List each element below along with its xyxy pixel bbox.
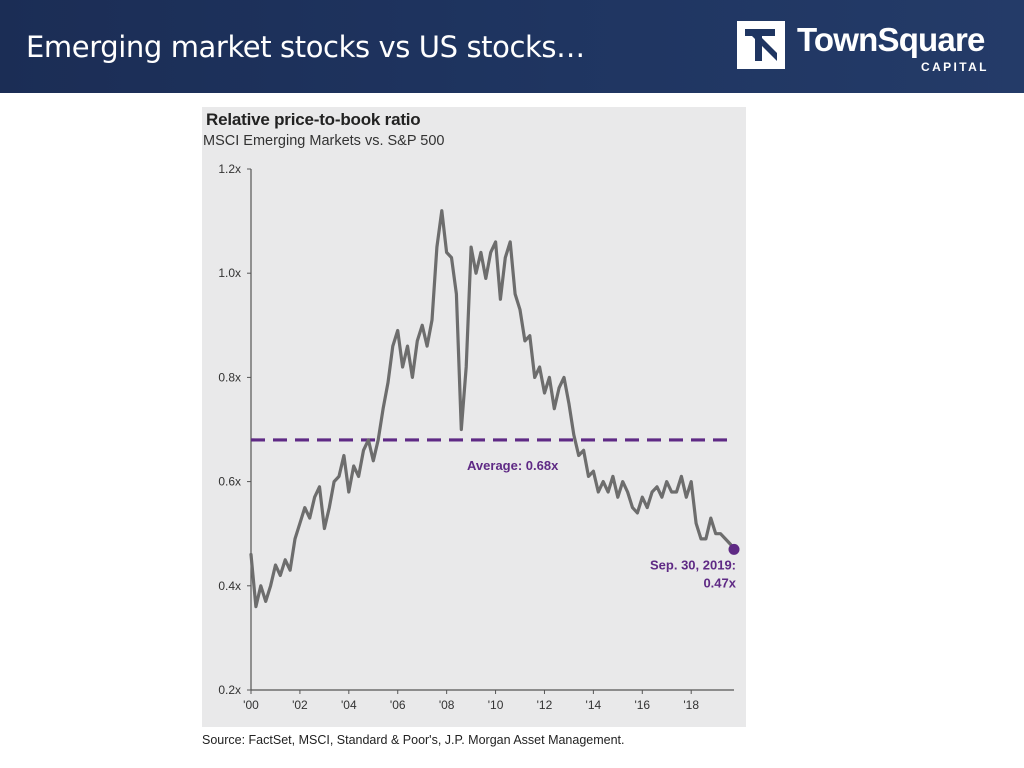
townsquare-logo: TownSquare CAPITAL bbox=[735, 19, 1005, 75]
x-tick-label: '18 bbox=[683, 698, 699, 712]
x-tick-label: '12 bbox=[537, 698, 553, 712]
x-tick-label: '04 bbox=[341, 698, 357, 712]
x-tick-label: '16 bbox=[634, 698, 650, 712]
x-tick-label: '08 bbox=[439, 698, 455, 712]
y-tick-label: 1.0x bbox=[218, 266, 241, 280]
price-to-book-chart: 0.2x 0.4x 0.6x 0.8x 1.0x 1.2x '00 '02 '04 '06 '08 '… bbox=[218, 162, 740, 712]
y-tick-label: 0.8x bbox=[218, 370, 241, 384]
x-tick-label: '10 bbox=[488, 698, 504, 712]
y-tick-label: 1.2x bbox=[218, 162, 241, 176]
endpoint-date-label: Sep. 30, 2019: bbox=[650, 557, 736, 572]
slide-header: Emerging market stocks vs US stocks… Tow… bbox=[0, 0, 1024, 93]
y-tick-label: 0.4x bbox=[218, 579, 241, 593]
average-label: Average: 0.68x bbox=[467, 458, 559, 473]
chart-title: Relative price-to-book ratio bbox=[206, 110, 421, 129]
x-tick-label: '14 bbox=[586, 698, 602, 712]
y-tick-label: 0.6x bbox=[218, 475, 241, 489]
logo-subtitle: CAPITAL bbox=[921, 60, 989, 74]
x-tick-label: '06 bbox=[390, 698, 406, 712]
x-tick-label: '02 bbox=[292, 698, 308, 712]
x-tick-label: '00 bbox=[243, 698, 259, 712]
chart-subtitle: MSCI Emerging Markets vs. S&P 500 bbox=[203, 133, 445, 149]
pb-ratio-line bbox=[249, 209, 736, 609]
y-tick-label: 0.2x bbox=[218, 683, 241, 697]
endpoint-marker bbox=[728, 543, 740, 555]
chart-panel: 0.2x 0.4x 0.6x 0.8x 1.0x 1.2x '00 '02 '04 '06 '08 '… bbox=[202, 107, 746, 727]
logo-name: TownSquare bbox=[797, 21, 985, 58]
endpoint-value-label: 0.47x bbox=[703, 575, 736, 590]
slide-title: Emerging market stocks vs US stocks… bbox=[26, 30, 585, 64]
source-note: Source: FactSet, MSCI, Standard & Poor's… bbox=[202, 733, 625, 747]
logo-mark-icon bbox=[737, 21, 785, 69]
